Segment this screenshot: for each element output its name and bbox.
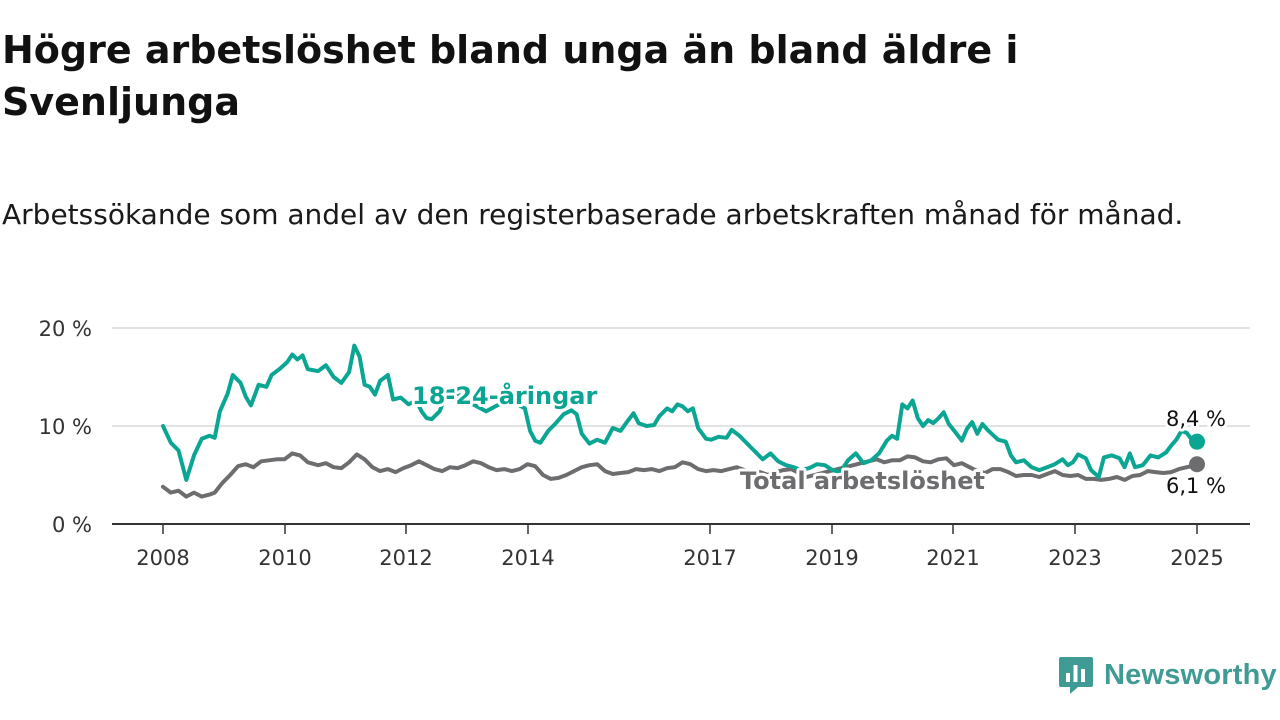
x-tick-label: 2010 [258, 546, 311, 570]
series-end-dot-youth [1189, 433, 1205, 450]
y-tick-label: 20 % [39, 317, 92, 341]
x-tick-label: 2012 [379, 546, 432, 570]
youth-series-label-halo: 18-24-åringar [412, 381, 597, 410]
brand-logo: Newsworthy [1058, 654, 1277, 696]
x-tick-label: 2021 [926, 546, 979, 570]
total-end-value-halo: 6,1 % [1166, 474, 1226, 498]
x-tick-label: 2019 [805, 546, 858, 570]
chart-title: Högre arbetslöshet bland unga än bland ä… [2, 28, 1019, 124]
total-series-label: Total arbetslöshet [740, 467, 985, 495]
total-series-label-halo: Total arbetslöshet [740, 467, 985, 495]
series-line-total [161, 451, 1199, 499]
series-lines [161, 343, 1205, 499]
total-end-value: 6,1 % [1166, 474, 1226, 498]
gridlines [112, 327, 1250, 427]
axes: 0 % 10 % 20 % 2008 2010 2012 2014 2017 2019 2021 2… [39, 317, 1250, 570]
y-tick-label: 0 % [52, 513, 92, 537]
youth-end-value: 8,4 % [1166, 407, 1226, 431]
chart-subtitle: Arbetssökande som andel av den registerb… [2, 198, 1184, 231]
newsworthy-logo-icon [1059, 657, 1093, 694]
series-line-youth [161, 343, 1199, 482]
youth-series-label: 18-24-åringar [412, 381, 597, 410]
line-chart: 0 % 10 % 20 % 2008 2010 2012 2014 2017 2019 2021 2… [39, 317, 1250, 570]
x-tick-label: 2025 [1170, 546, 1223, 570]
series-end-dot-total [1189, 456, 1205, 473]
brand-name: Newsworthy [1104, 658, 1277, 691]
x-tick-label: 2023 [1048, 546, 1101, 570]
youth-end-value-halo: 8,4 % [1166, 407, 1226, 431]
x-tick-label: 2008 [136, 546, 189, 570]
y-tick-label: 10 % [39, 415, 92, 439]
x-tick-label: 2014 [501, 546, 554, 570]
x-tick-label: 2017 [683, 546, 736, 570]
